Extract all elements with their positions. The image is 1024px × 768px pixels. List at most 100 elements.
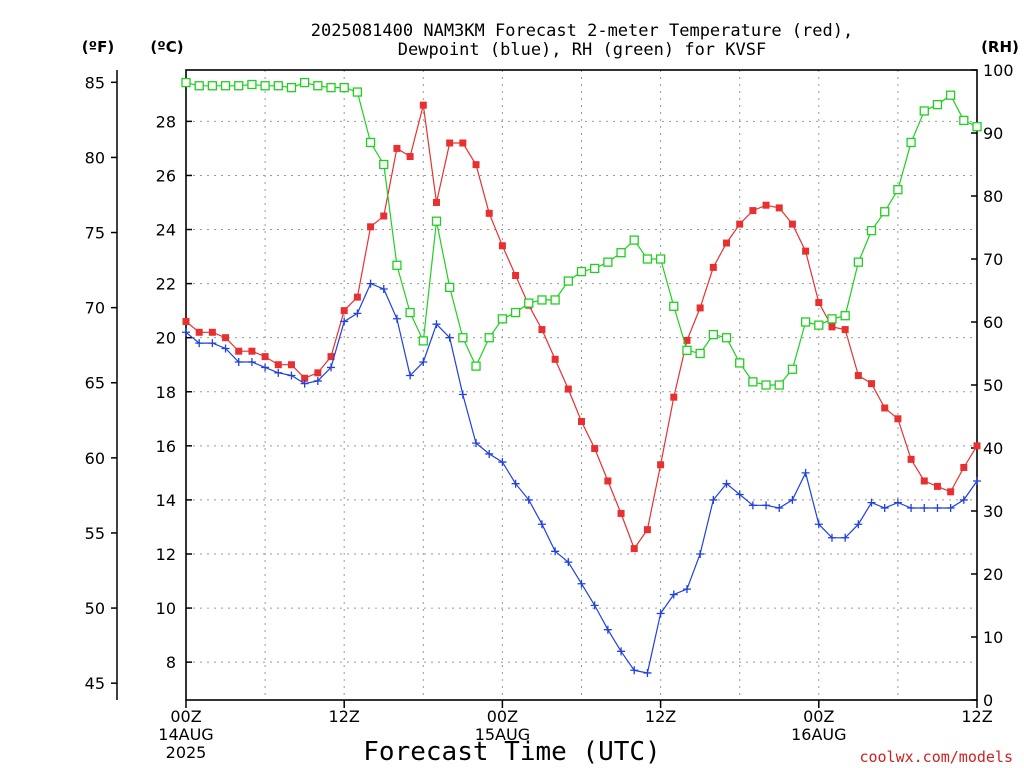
temperature-point: [630, 545, 638, 553]
celsius-tick-label: 8: [166, 653, 176, 672]
dewpoint-point: [498, 458, 507, 467]
rh-point: [260, 81, 270, 91]
rh-point: [379, 159, 389, 170]
x-tick-year: 2025: [166, 743, 207, 762]
rh-point: [418, 336, 428, 346]
temperature-point: [314, 369, 322, 377]
rh-axis-unit: (RH): [981, 38, 1019, 56]
fahrenheit-tick-label: 45: [85, 674, 105, 693]
temperature-point: [551, 355, 559, 363]
temperature-point: [459, 139, 467, 147]
fahrenheit-tick-label: 80: [85, 148, 105, 167]
rh-point: [207, 81, 218, 91]
rh-point: [959, 115, 969, 126]
rh-tick-label: 90: [983, 124, 1003, 143]
rh-point: [247, 79, 257, 90]
x-tick-label: 12Z: [961, 707, 992, 726]
source-credit: coolwx.com/models: [859, 748, 1013, 766]
rh-point: [972, 122, 982, 132]
dewpoint-point: [182, 328, 190, 337]
rh-point: [524, 298, 534, 308]
rh-point: [576, 266, 587, 277]
temperature-point: [933, 482, 941, 490]
rh-tick-label: 30: [983, 502, 1003, 521]
dewpoint-point: [788, 495, 797, 504]
rh-point: [827, 314, 837, 324]
rh-point: [405, 307, 415, 318]
temperature-point: [788, 220, 796, 228]
temperature-point: [736, 220, 744, 228]
dewpoint-point: [432, 320, 441, 329]
rh-point: [365, 137, 376, 148]
temperature-point: [301, 374, 309, 382]
x-tick-label: 12Z: [645, 707, 676, 726]
dewpoint-point: [630, 666, 639, 675]
rh-point: [840, 311, 850, 321]
temperature-point: [696, 304, 704, 312]
rh-tick-label: 100: [983, 61, 1014, 80]
dewpoint-point: [221, 344, 230, 353]
temperature-point: [604, 477, 612, 485]
x-tick-label: 00Z: [170, 707, 201, 726]
celsius-axis-unit: (ºC): [150, 38, 183, 56]
fahrenheit-axis-unit: (ºF): [82, 38, 114, 56]
dewpoint-line: [185, 282, 978, 674]
celsius-tick-label: 18: [156, 383, 176, 402]
dewpoint-point: [353, 309, 362, 318]
temperature-point: [920, 477, 928, 485]
dewpoint-point: [485, 449, 494, 458]
dewpoint-point: [748, 501, 757, 510]
temperature-point: [828, 323, 836, 331]
temperature-point: [564, 385, 572, 393]
fahrenheit-tick-label: 60: [85, 449, 105, 468]
rh-tick-label: 50: [983, 376, 1003, 395]
temperature-point: [367, 223, 375, 231]
celsius-tick-label: 14: [156, 491, 176, 510]
temperature-point: [657, 461, 665, 469]
dewpoint-point: [327, 363, 336, 372]
dewpoint-point: [524, 495, 533, 504]
fahrenheit-tick-label: 85: [85, 73, 105, 92]
rh-point: [326, 82, 336, 93]
rh-tick-label: 70: [983, 250, 1003, 269]
rh-point: [484, 333, 494, 343]
rh-point: [880, 207, 890, 217]
dewpoint-point: [617, 647, 626, 656]
rh-point: [893, 185, 903, 195]
temperature-point: [881, 404, 889, 412]
rh-point: [497, 314, 508, 324]
dewpoint-point: [445, 333, 454, 342]
rh-point: [735, 358, 745, 368]
temperature-point: [907, 455, 915, 463]
fahrenheit-tick-label: 55: [85, 524, 105, 543]
dewpoint-point: [261, 363, 270, 372]
celsius-tick-label: 28: [156, 112, 176, 131]
temperature-point: [274, 361, 282, 369]
rh-point: [431, 216, 442, 226]
rh-tick-label: 60: [983, 313, 1003, 332]
rh-point: [563, 276, 573, 286]
rh-point: [510, 307, 521, 318]
temperature-point: [802, 247, 810, 255]
rh-point: [655, 254, 666, 264]
rh-point: [273, 81, 283, 91]
x-axis-label: Forecast Time (UTC): [363, 737, 660, 767]
dewpoint-point: [709, 495, 718, 504]
temperature-point: [868, 380, 876, 388]
temperature-point: [498, 242, 506, 250]
dewpoint-point: [511, 479, 520, 488]
dewpoint-point: [458, 390, 467, 399]
rh-point: [181, 77, 191, 88]
rh-point: [853, 257, 863, 267]
dewpoint-point: [274, 368, 283, 377]
dewpoint-point: [195, 339, 204, 348]
rh-point: [932, 100, 943, 110]
dewpoint-point: [419, 358, 428, 367]
temperature-point: [393, 144, 401, 152]
celsius-tick-label: 12: [156, 545, 176, 564]
dewpoint-point: [854, 520, 863, 529]
rh-point: [352, 87, 363, 97]
rh-point: [629, 235, 639, 245]
rh-point: [945, 90, 956, 100]
